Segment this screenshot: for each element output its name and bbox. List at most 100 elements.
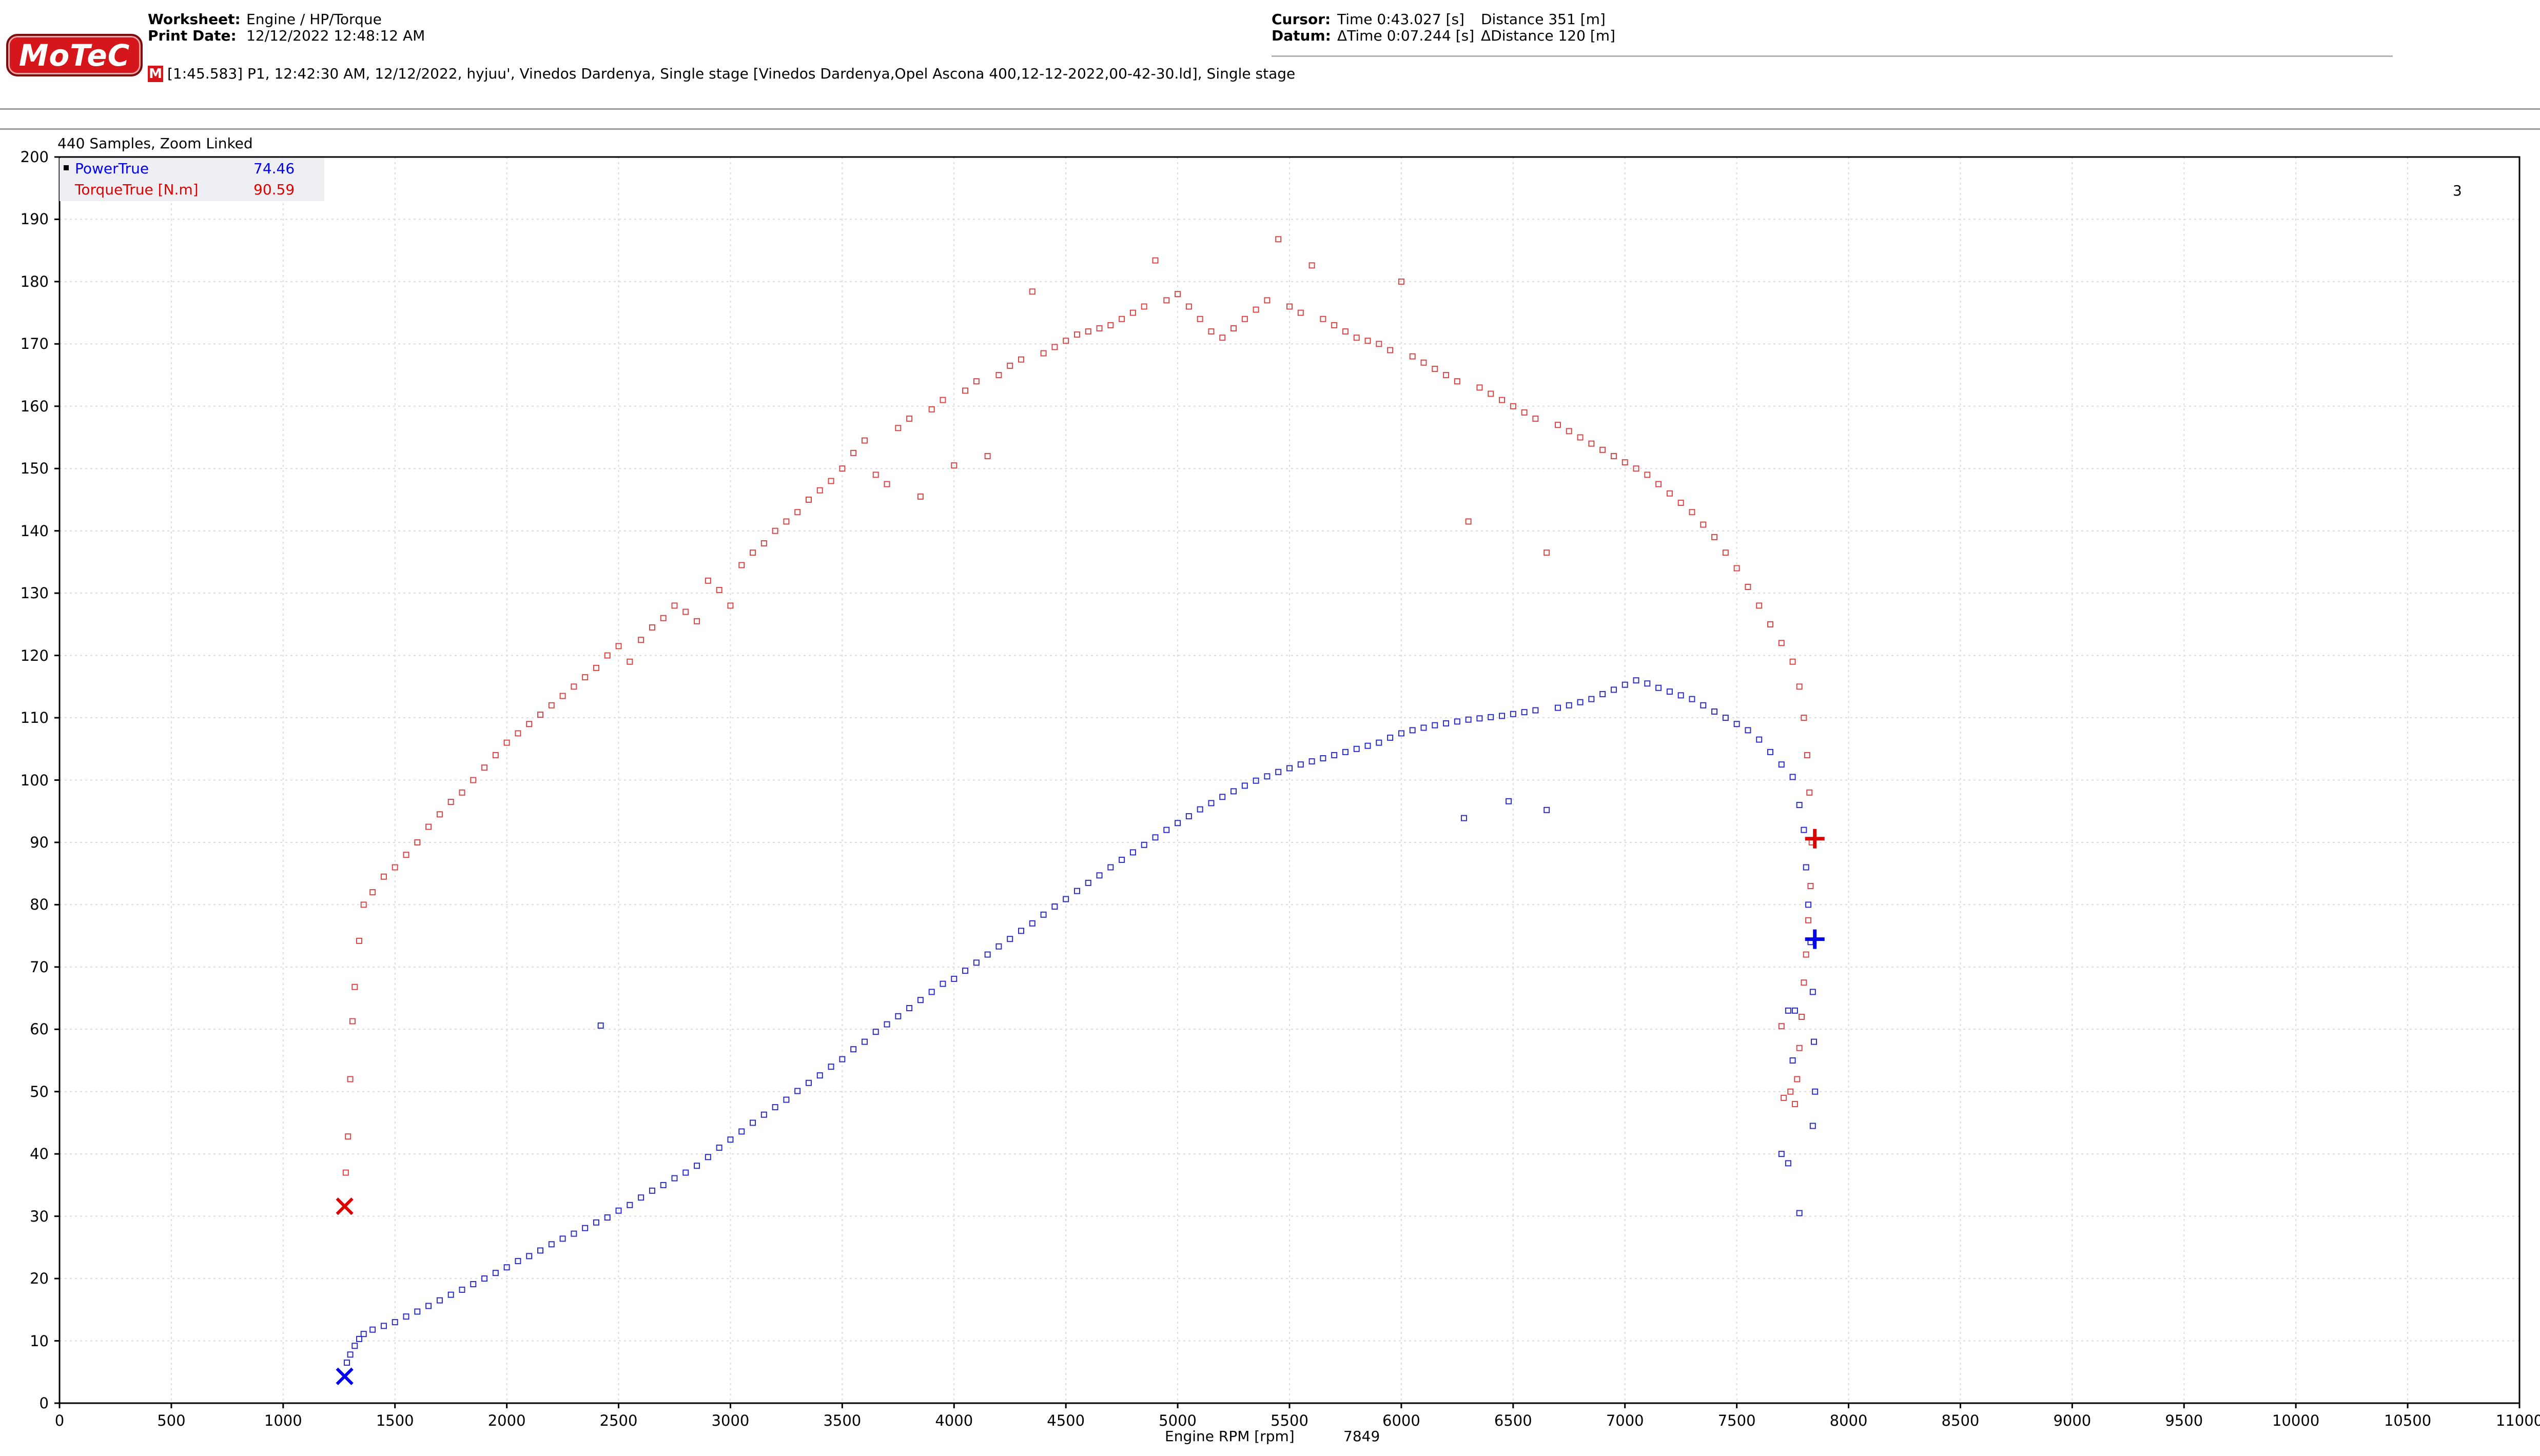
data-point-torque	[906, 416, 913, 422]
data-point-power	[1051, 903, 1058, 910]
legend-torque-value: 90.59	[253, 181, 295, 198]
data-point-torque	[1566, 428, 1572, 435]
data-point-power	[962, 968, 969, 974]
data-point-power	[1655, 684, 1662, 691]
y-tick-label: 0	[39, 1394, 49, 1412]
data-point-power	[1029, 920, 1035, 927]
data-point-torque	[1745, 584, 1751, 591]
data-point-torque	[872, 471, 879, 478]
data-point-torque	[356, 937, 362, 944]
data-point-torque	[492, 752, 499, 758]
data-point-power	[344, 1360, 350, 1366]
data-point-power	[369, 1326, 376, 1333]
data-point-torque	[1621, 459, 1628, 466]
data-point-power	[1297, 761, 1304, 768]
data-point-torque	[1807, 882, 1814, 889]
data-point-torque	[962, 387, 969, 394]
x-tick-label: 10000	[2272, 1412, 2320, 1429]
data-point-power	[548, 1241, 555, 1248]
data-point-power	[1107, 864, 1114, 871]
data-point-power	[1141, 841, 1147, 848]
data-point-power	[760, 1111, 767, 1118]
data-point-power	[1789, 1057, 1796, 1064]
data-point-torque	[1543, 549, 1550, 556]
data-point-power	[447, 1291, 454, 1298]
data-point-power	[705, 1154, 711, 1160]
data-point-power	[1521, 709, 1528, 716]
x-tick-label: 9000	[2053, 1412, 2092, 1429]
data-point-power	[861, 1038, 868, 1045]
data-point-power	[1460, 815, 1467, 821]
data-point-power	[425, 1303, 432, 1309]
data-point-torque	[1063, 338, 1069, 344]
data-point-torque	[940, 397, 946, 403]
data-point-power	[928, 989, 935, 995]
data-point-torque	[349, 1018, 356, 1025]
data-point-power	[1018, 928, 1025, 934]
data-point-torque	[1476, 384, 1483, 391]
chart-panel[interactable]	[0, 128, 2540, 1456]
x-tick-label: 7000	[1606, 1412, 1644, 1429]
data-point-power	[1789, 774, 1796, 780]
data-point-power	[1543, 806, 1550, 813]
data-point-power	[1308, 758, 1315, 765]
data-point-power	[593, 1219, 599, 1226]
x-tick-label: 10500	[2383, 1412, 2432, 1429]
data-point-power	[805, 1079, 812, 1086]
data-point-power	[1785, 1160, 1791, 1167]
data-point-torque	[392, 864, 398, 871]
data-point-power	[1398, 730, 1404, 737]
data-point-power	[917, 997, 924, 1004]
data-point-torque	[1018, 356, 1025, 363]
x-tick-label: 1500	[376, 1412, 414, 1429]
data-point-power	[515, 1258, 521, 1265]
data-point-torque	[1175, 291, 1181, 298]
data-point-torque	[895, 425, 902, 431]
data-point-torque	[470, 777, 477, 783]
data-point-torque	[1789, 658, 1796, 665]
data-point-torque	[727, 602, 734, 609]
data-point-power	[1253, 777, 1259, 784]
data-point-torque	[1141, 303, 1147, 310]
data-point-power	[1499, 713, 1506, 719]
data-point-power	[1443, 720, 1450, 726]
data-point-torque	[1588, 440, 1595, 447]
data-point-torque	[1443, 372, 1450, 379]
data-point-torque	[1803, 951, 1809, 958]
data-point-power	[671, 1175, 678, 1182]
legend-torque-name[interactable]: TorqueTrue [N.m]	[75, 181, 199, 198]
data-point-torque	[1185, 303, 1192, 310]
data-point-torque	[1677, 500, 1684, 506]
data-point-torque	[1787, 1088, 1794, 1095]
data-point-torque	[345, 1133, 351, 1140]
data-point-torque	[1796, 683, 1803, 690]
data-point-torque	[1711, 534, 1718, 540]
data-point-power	[526, 1253, 533, 1260]
data-point-torque	[1781, 1094, 1787, 1101]
legend-active-marker	[64, 165, 69, 170]
data-point-power	[604, 1214, 611, 1221]
y-tick-label: 30	[30, 1207, 49, 1225]
data-point-torque	[515, 730, 521, 737]
data-point-power	[638, 1194, 644, 1201]
data-point-torque	[593, 664, 599, 671]
y-tick-label: 190	[20, 210, 49, 228]
data-point-power	[1791, 1007, 1798, 1014]
data-point-torque	[1799, 1014, 1805, 1020]
y-tick-label: 130	[20, 584, 49, 602]
data-point-power	[1733, 721, 1740, 727]
data-point-torque	[794, 509, 801, 516]
data-point-torque	[705, 577, 711, 584]
data-point-torque	[694, 618, 700, 624]
data-point-torque	[1610, 452, 1617, 459]
data-point-power	[816, 1072, 823, 1079]
legend-power-name[interactable]: PowerTrue	[75, 160, 149, 177]
data-point-power	[559, 1235, 566, 1242]
data-point-power	[571, 1230, 577, 1237]
data-point-power	[1566, 702, 1572, 709]
data-point-torque	[1633, 465, 1639, 472]
x-tick-label: 4500	[1047, 1412, 1085, 1429]
legend[interactable]	[60, 158, 324, 201]
y-tick-label: 110	[20, 709, 49, 727]
